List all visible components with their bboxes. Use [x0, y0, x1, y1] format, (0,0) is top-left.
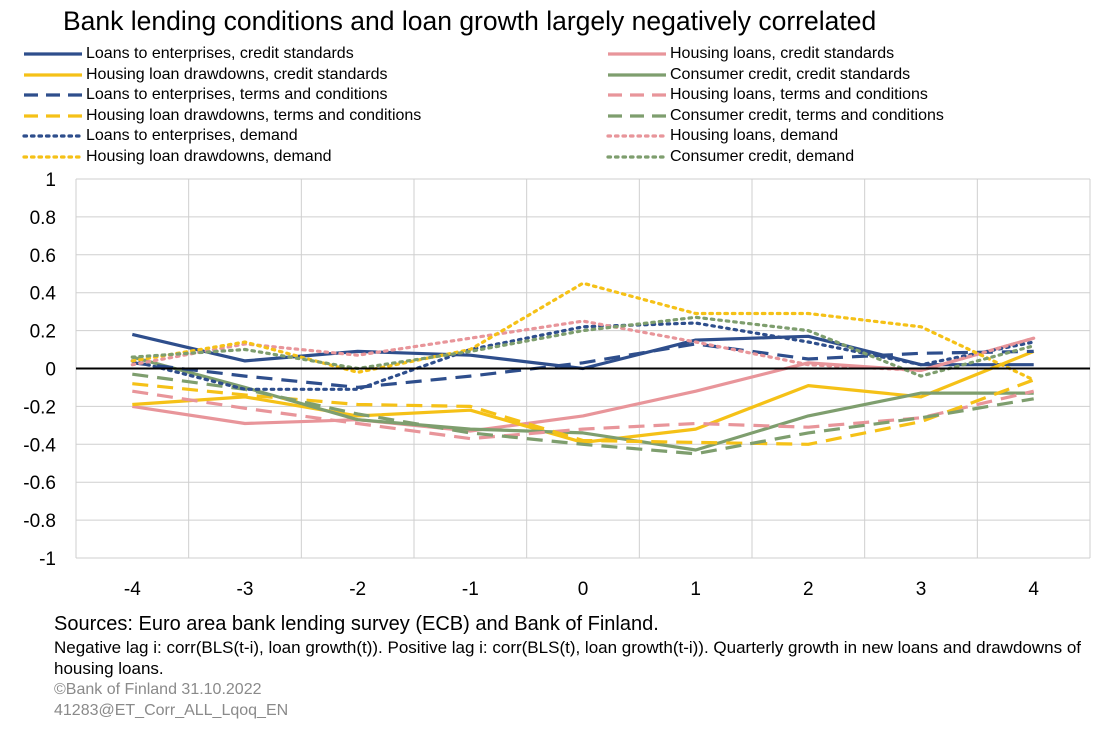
- legend-label: Housing loan drawdowns, terms and condit…: [86, 106, 422, 124]
- legend-swatch: [24, 52, 82, 56]
- chart-footer: Sources: Euro area bank lending survey (…: [54, 612, 1084, 721]
- series-line-11: [130, 281, 1036, 382]
- legend-swatch: [606, 154, 668, 159]
- methodology-note: Negative lag i: corr(BLS(t-i), loan grow…: [54, 638, 1081, 678]
- legend-item: Loans to enterprises, demand: [20, 126, 298, 146]
- x-tick-label: -3: [237, 579, 254, 600]
- y-tick-label: -0.2: [23, 397, 56, 418]
- series-line-6: [132, 389, 1035, 441]
- copyright-text: ©Bank of Finland 31.10.2022: [54, 681, 262, 698]
- y-tick-label: -0.8: [23, 511, 56, 532]
- legend-swatch: [22, 134, 84, 138]
- legend-item: Consumer credit, terms and conditions: [604, 106, 944, 126]
- x-tick-label: 4: [1028, 579, 1039, 600]
- legend-label: Consumer credit, terms and conditions: [670, 106, 944, 124]
- y-tick-label: 0.6: [30, 246, 56, 267]
- legend-label: Consumer credit, credit standards: [670, 65, 911, 83]
- legend-swatch: [24, 113, 82, 118]
- legend-label: Housing loans, terms and conditions: [670, 86, 928, 103]
- x-axis-tick-labels: -4 -3 -2 -1 0 1 2 3 4: [124, 579, 1039, 600]
- legend-item: Loans to enterprises, terms and conditio…: [20, 85, 388, 105]
- x-tick-label: -2: [349, 579, 366, 600]
- y-tick-label: -1: [39, 549, 56, 570]
- legend-swatch: [22, 154, 84, 159]
- y-tick-label: 0.8: [30, 208, 56, 229]
- legend-swatch: [24, 93, 82, 97]
- legend-swatch: [608, 52, 666, 56]
- legend-label: Housing loans, credit standards: [670, 45, 895, 62]
- chart-series: [130, 281, 1036, 456]
- legend-swatch: [606, 134, 668, 138]
- series-line-3: [132, 349, 1035, 444]
- legend-item: Housing loan drawdowns, terms and condit…: [20, 106, 421, 126]
- y-tick-label: -0.6: [23, 473, 56, 494]
- legend-item: Housing loans, demand: [604, 126, 838, 146]
- legend-label: Loans to enterprises, terms and conditio…: [86, 86, 388, 103]
- y-tick-label: 1: [45, 170, 56, 191]
- legend-label: Housing loan drawdowns, credit standards: [86, 65, 388, 83]
- legend-label: Housing loans, demand: [670, 127, 839, 144]
- legend-swatch: [608, 113, 666, 118]
- line-chart: 10.80.60.40.20-0.2-0.4-0.6-0.8-1 -4 -3 -2-…: [23, 170, 1091, 600]
- legend-swatch: [608, 93, 666, 97]
- chart-title: Bank lending conditions and loan growth …: [63, 6, 877, 36]
- chart-code: 41283@ET_Corr_ALL_Lqoq_EN: [54, 702, 289, 719]
- x-tick-label: 3: [916, 579, 927, 600]
- series-line-5: [132, 342, 1034, 389]
- legend-item: Consumer credit, demand: [604, 147, 854, 167]
- x-tick-label: -1: [462, 579, 479, 600]
- legend-item: Housing loan drawdowns, credit standards: [20, 65, 388, 85]
- legend-item: Consumer credit, credit standards: [604, 65, 910, 85]
- series-line-8: [132, 372, 1034, 456]
- x-tick-label: -4: [124, 579, 141, 600]
- series-line-4: [131, 355, 1034, 452]
- legend-item: Housing loan drawdowns, demand: [20, 147, 331, 167]
- legend-item: Housing loans, terms and conditions: [604, 85, 928, 105]
- y-axis-tick-labels: 1 0.8 0.6 0.4 0.2 0 -0.2 -0.4 -0.6 -0.8 -1: [23, 170, 56, 570]
- y-tick-label: 0.2: [30, 322, 56, 343]
- x-tick-label: 0: [578, 579, 589, 600]
- legend-label: Loans to enterprises, credit standards: [86, 45, 354, 62]
- legend-item: Loans to enterprises, credit standards: [20, 44, 354, 64]
- chart-legend: Loans to enterprises, credit standards Ho…: [20, 44, 1080, 170]
- y-tick-label: 0: [45, 360, 56, 381]
- legend-label: Consumer credit, demand: [670, 147, 855, 165]
- series-line-12: [130, 315, 1036, 378]
- legend-swatch: [608, 72, 666, 77]
- series-line-9: [130, 321, 1036, 391]
- legend-label: Loans to enterprises, demand: [86, 127, 298, 144]
- x-tick-label: 1: [690, 579, 701, 600]
- legend-swatch: [24, 72, 82, 77]
- legend-item: Housing loans, credit standards: [604, 44, 894, 64]
- sources-note: Sources: Euro area bank lending survey (…: [54, 613, 659, 635]
- legend-label: Housing loan drawdowns, demand: [86, 147, 332, 165]
- x-tick-label: 2: [803, 579, 814, 600]
- y-tick-label: -0.4: [23, 435, 56, 456]
- y-tick-label: 0.4: [30, 284, 57, 305]
